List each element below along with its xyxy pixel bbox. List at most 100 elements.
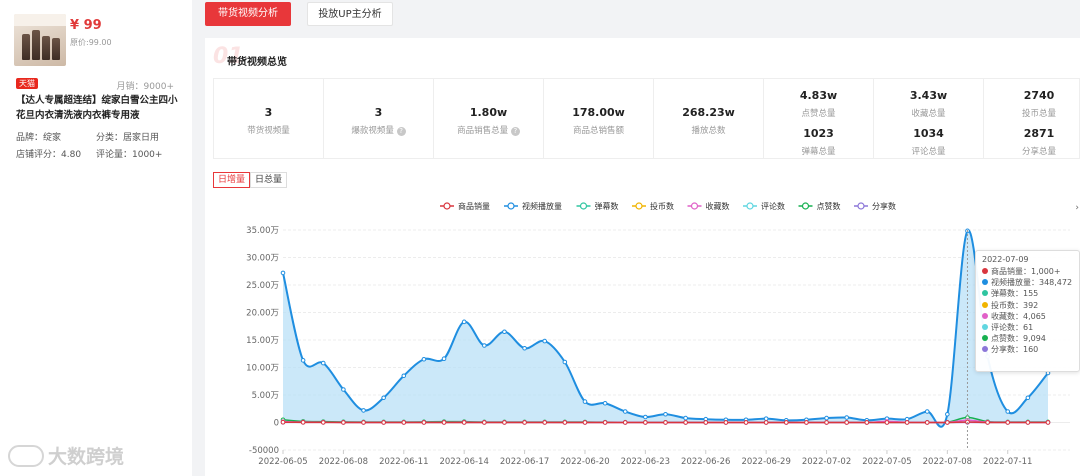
tab-up-analysis[interactable]: 投放UP主分析	[307, 2, 393, 26]
legend-label[interactable]: 视频播放量	[522, 201, 562, 211]
data-point[interactable]	[320, 420, 326, 425]
legend-marker-icon[interactable]	[635, 202, 643, 210]
legend-marker-icon[interactable]	[857, 202, 865, 210]
help-icon[interactable]: ?	[510, 127, 520, 136]
data-point[interactable]	[783, 420, 789, 425]
legend-label[interactable]: 弹幕数	[595, 201, 619, 211]
data-point[interactable]	[401, 420, 407, 425]
data-point[interactable]	[522, 420, 527, 425]
data-point[interactable]	[562, 359, 568, 365]
data-point[interactable]	[945, 411, 950, 417]
legend-label[interactable]: 评论数	[761, 201, 785, 211]
data-point[interactable]	[924, 420, 930, 425]
data-point[interactable]	[804, 420, 809, 425]
toggle-daily-increment[interactable]: 日增量	[213, 172, 251, 188]
data-point[interactable]	[723, 420, 729, 425]
data-point[interactable]	[643, 420, 648, 425]
data-point[interactable]	[401, 373, 407, 379]
data-point[interactable]	[924, 409, 930, 414]
data-point[interactable]	[421, 420, 427, 425]
legend-marker-icon[interactable]	[579, 202, 588, 210]
data-point[interactable]	[864, 420, 870, 425]
stat-value: 2871	[1023, 127, 1055, 140]
data-point[interactable]	[461, 319, 467, 325]
data-point[interactable]	[320, 360, 326, 366]
legend-label[interactable]: 点赞数	[817, 201, 841, 211]
data-point[interactable]	[502, 420, 507, 425]
legend-marker-icon[interactable]	[507, 202, 515, 210]
data-point[interactable]	[663, 411, 668, 417]
tooltip-row-label: 点赞数：9,094	[991, 334, 1046, 344]
scroll-indicator: ›	[1075, 203, 1079, 213]
product-title[interactable]: 【达人专属超连结】绽家白雪公主四小花旦内衣清洗液内衣裤专用液	[16, 95, 178, 121]
legend-marker-icon[interactable]	[801, 202, 810, 210]
data-point[interactable]	[743, 420, 749, 425]
data-point[interactable]	[824, 420, 829, 425]
data-point[interactable]	[622, 420, 628, 425]
tab-video-analysis[interactable]: 带货视频分析	[205, 2, 291, 26]
data-point[interactable]	[622, 409, 628, 414]
data-point[interactable]	[542, 420, 548, 425]
data-point[interactable]	[280, 270, 286, 276]
data-point[interactable]	[341, 420, 346, 425]
data-point[interactable]	[482, 343, 487, 348]
data-point[interactable]	[1025, 395, 1031, 401]
data-point[interactable]	[300, 358, 306, 363]
legend-label[interactable]: 分享数	[872, 201, 896, 211]
data-point[interactable]	[280, 419, 286, 425]
legend-marker-icon[interactable]	[443, 202, 451, 210]
watermark-logo-icon	[8, 445, 44, 467]
data-point[interactable]	[643, 414, 648, 420]
data-point[interactable]	[1005, 409, 1011, 414]
data-point[interactable]	[945, 420, 950, 425]
data-point[interactable]	[884, 420, 890, 425]
data-point[interactable]	[441, 420, 447, 425]
chart-tooltip: 2022-07-09 商品销量：1,000+ 视频播放量：348,472 弹幕数：1…	[975, 250, 1080, 372]
data-point[interactable]	[844, 420, 849, 425]
help-icon[interactable]: ?	[396, 127, 406, 136]
data-point[interactable]	[482, 420, 487, 425]
data-point[interactable]	[1045, 420, 1051, 425]
legend-marker-icon[interactable]	[690, 202, 699, 210]
data-point[interactable]	[381, 420, 386, 425]
toggle-daily-total[interactable]: 日总量	[250, 172, 288, 188]
legend-label[interactable]: 投币数	[650, 201, 674, 211]
panel-title: 带货视频总览	[227, 57, 287, 68]
data-point[interactable]	[441, 356, 447, 362]
data-point[interactable]	[361, 420, 366, 425]
legend-label[interactable]: 商品销量	[458, 201, 490, 211]
data-point[interactable]	[602, 400, 608, 406]
stat-fav-comment: 3.43w 收藏总量 1034 评论总量	[874, 79, 984, 159]
data-point[interactable]	[703, 420, 709, 425]
data-point[interactable]	[461, 420, 467, 425]
data-point[interactable]	[381, 395, 386, 401]
data-point[interactable]	[1005, 420, 1011, 425]
data-point[interactable]	[361, 408, 366, 413]
data-point[interactable]	[663, 420, 668, 425]
data-point[interactable]	[562, 420, 568, 425]
section-number: 01	[213, 44, 244, 69]
data-point[interactable]	[904, 420, 910, 425]
data-point[interactable]	[582, 420, 588, 425]
data-point[interactable]	[300, 420, 306, 425]
data-point[interactable]	[844, 415, 849, 420]
data-point[interactable]	[763, 416, 769, 421]
data-point[interactable]	[824, 415, 829, 421]
data-point[interactable]	[421, 356, 427, 362]
legend-label[interactable]: 收藏数	[706, 201, 730, 211]
stat-value: 1034	[913, 127, 944, 140]
data-point[interactable]	[341, 387, 346, 392]
data-point[interactable]	[985, 420, 990, 425]
data-point[interactable]	[763, 420, 769, 425]
data-point[interactable]	[502, 329, 507, 335]
data-point[interactable]	[542, 338, 548, 344]
product-image[interactable]	[14, 14, 66, 66]
data-point[interactable]	[1025, 420, 1031, 425]
data-point[interactable]	[522, 345, 527, 351]
data-point[interactable]	[683, 420, 688, 425]
legend-marker-icon[interactable]	[746, 202, 754, 210]
data-point[interactable]	[582, 399, 588, 404]
data-point[interactable]	[602, 420, 608, 425]
data-point[interactable]	[683, 415, 688, 421]
